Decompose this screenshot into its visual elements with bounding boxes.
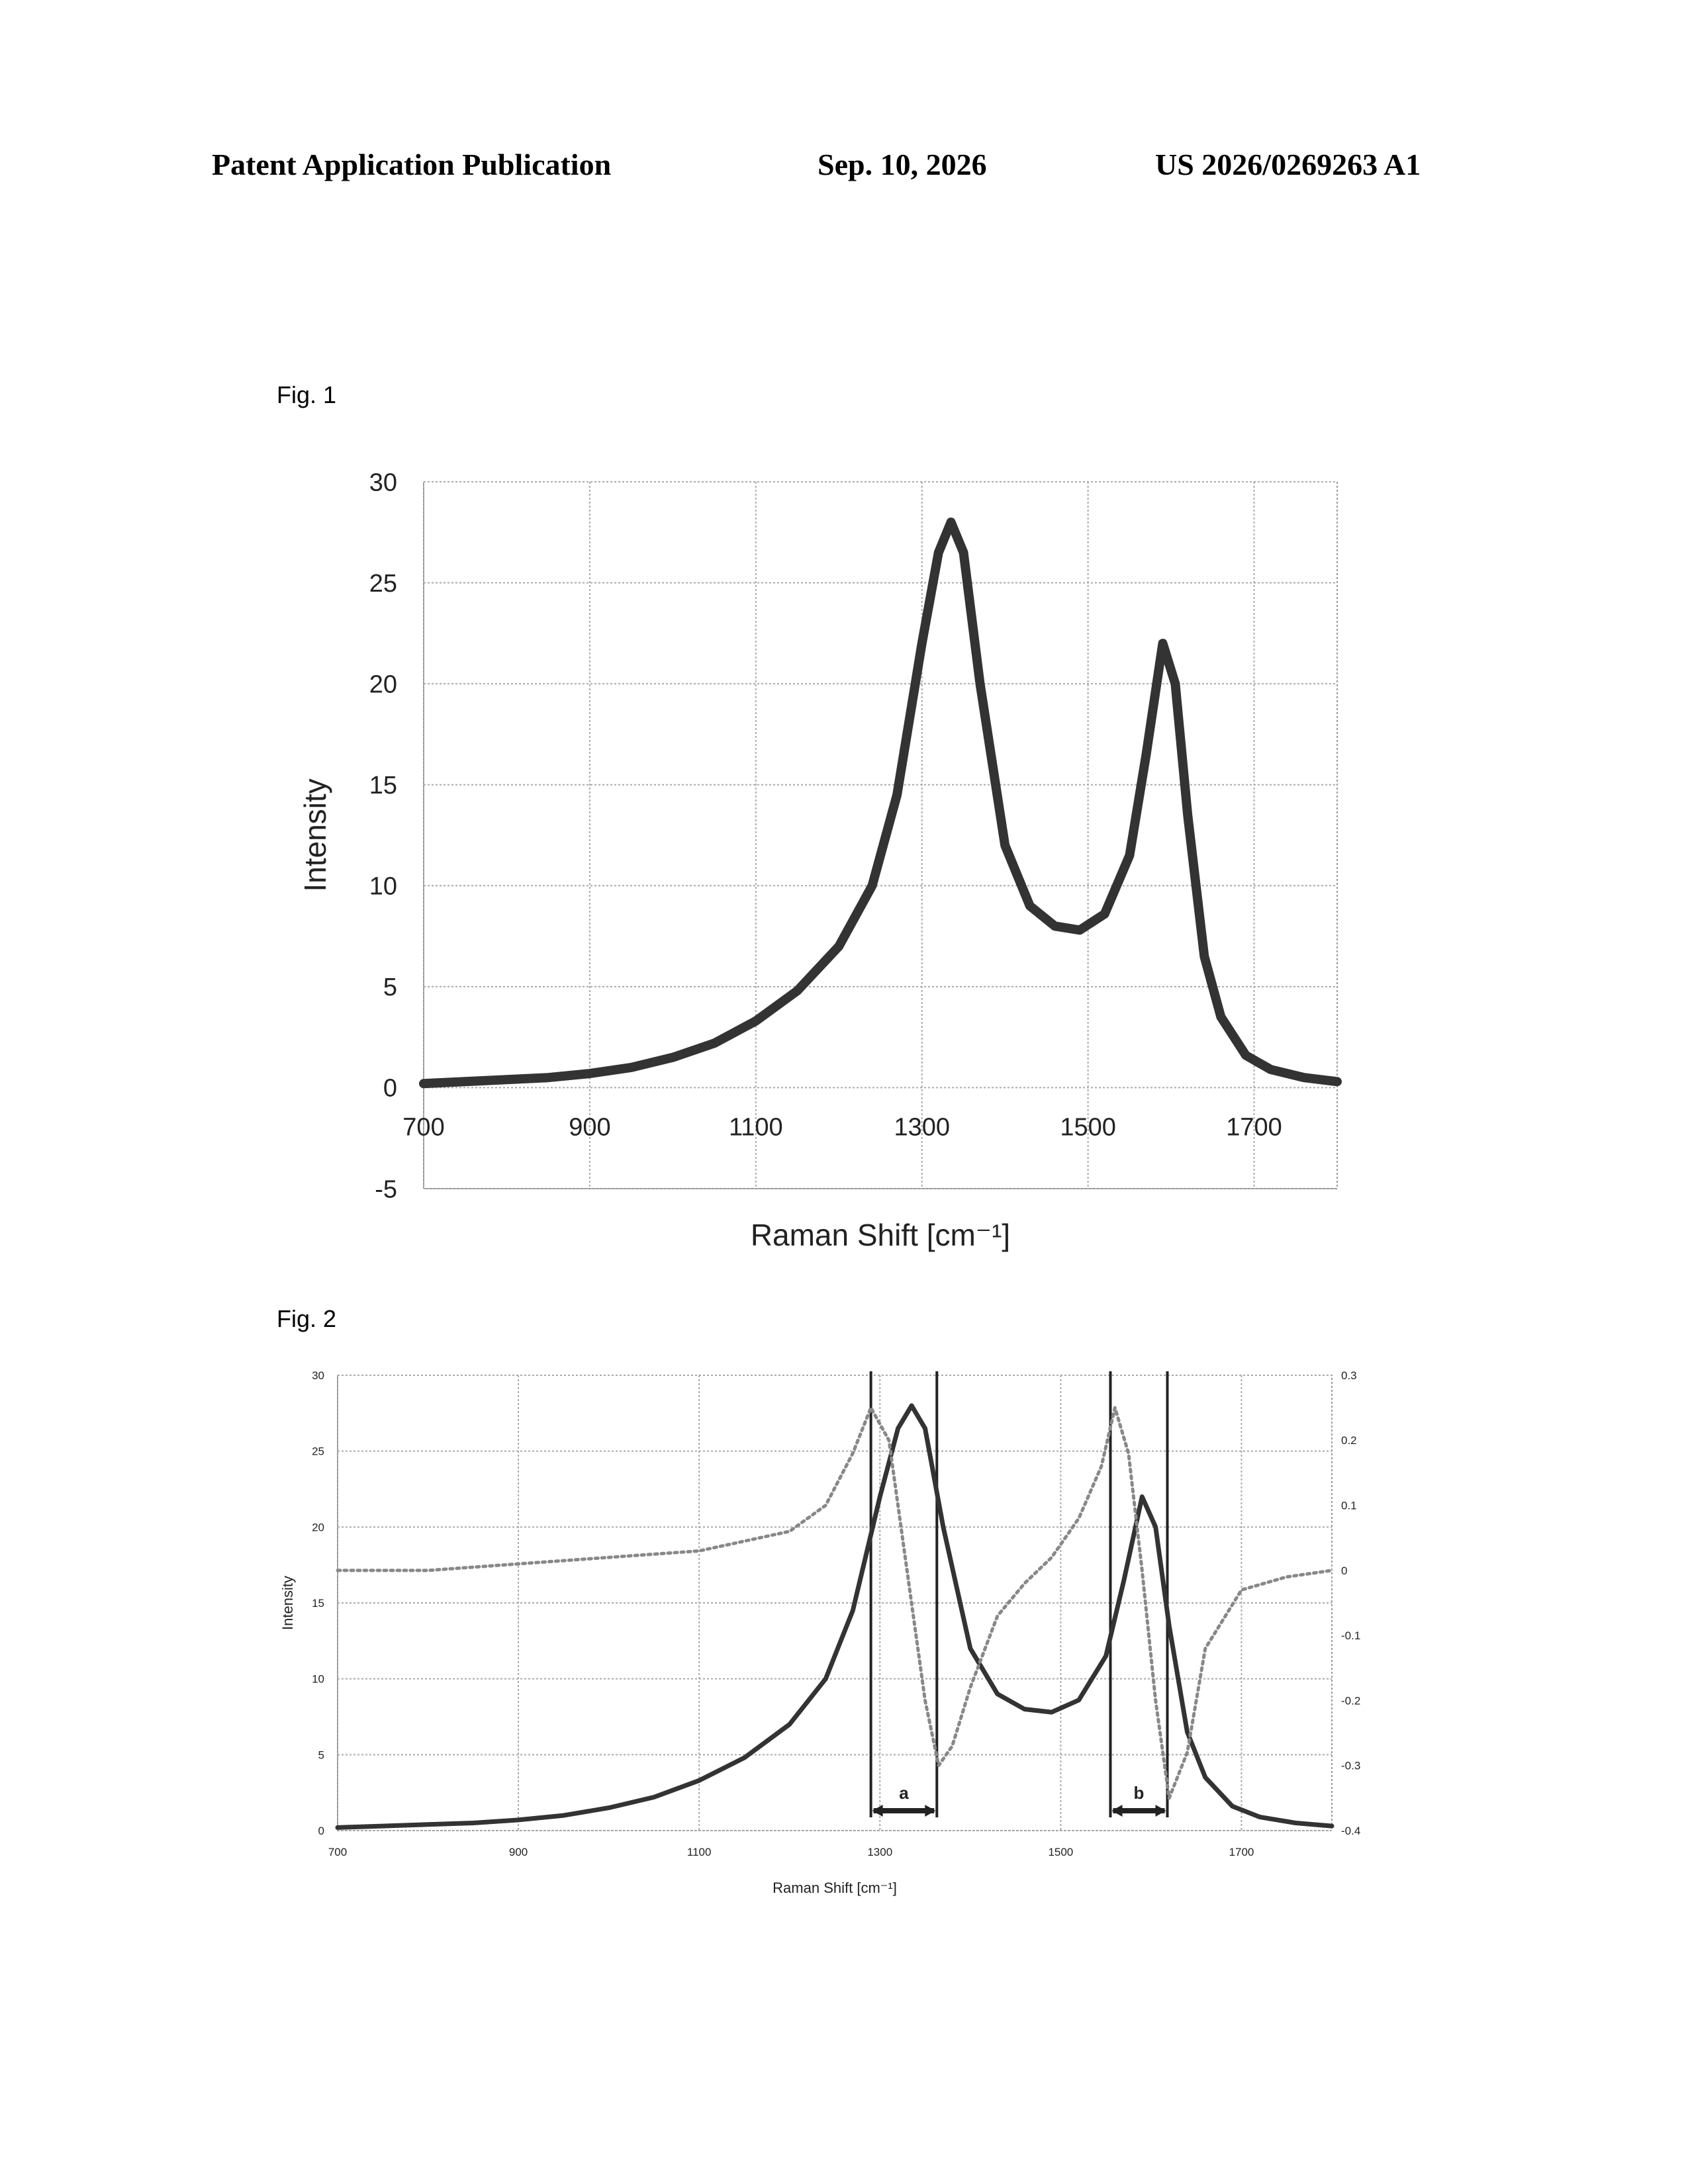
y2-tick-label: 0.3 [1341,1369,1357,1382]
x-tick-label: 1500 [1048,1846,1073,1858]
y-axis-title: Intensity [279,1576,296,1630]
y2-tick-label: 0 [1341,1565,1347,1577]
y-tick-label: 20 [312,1521,324,1533]
band-arrowhead-left [872,1805,883,1817]
y2-tick-label: -0.2 [1341,1694,1360,1707]
band-arrowhead-right [1155,1805,1166,1817]
x-tick-label: 1700 [1229,1846,1254,1858]
x-tick-label: 1300 [867,1846,892,1858]
band-arrowhead-right [925,1805,935,1817]
x-tick-label: 900 [509,1846,528,1858]
y2-tick-label: -0.4 [1341,1825,1360,1837]
y-tick-label: 10 [312,1673,324,1686]
band-arrowhead-left [1111,1805,1122,1817]
x-axis-title: Raman Shift [cm⁻¹] [773,1880,897,1896]
y-tick-label: 15 [312,1597,324,1610]
y2-tick-label: 0.2 [1341,1434,1357,1447]
y2-tick-label: -0.1 [1341,1629,1360,1642]
y2-tick-label: 0.1 [1341,1500,1357,1512]
y-tick-label: 0 [318,1825,324,1837]
y-tick-label: 30 [312,1369,324,1382]
y-tick-label: 25 [312,1445,324,1458]
band-label: a [899,1783,909,1803]
x-tick-label: 700 [328,1846,347,1858]
y2-tick-label: -0.3 [1341,1760,1360,1772]
x-tick-label: 1100 [687,1846,712,1858]
y-tick-label: 5 [318,1749,324,1761]
band-label: b [1134,1783,1145,1803]
